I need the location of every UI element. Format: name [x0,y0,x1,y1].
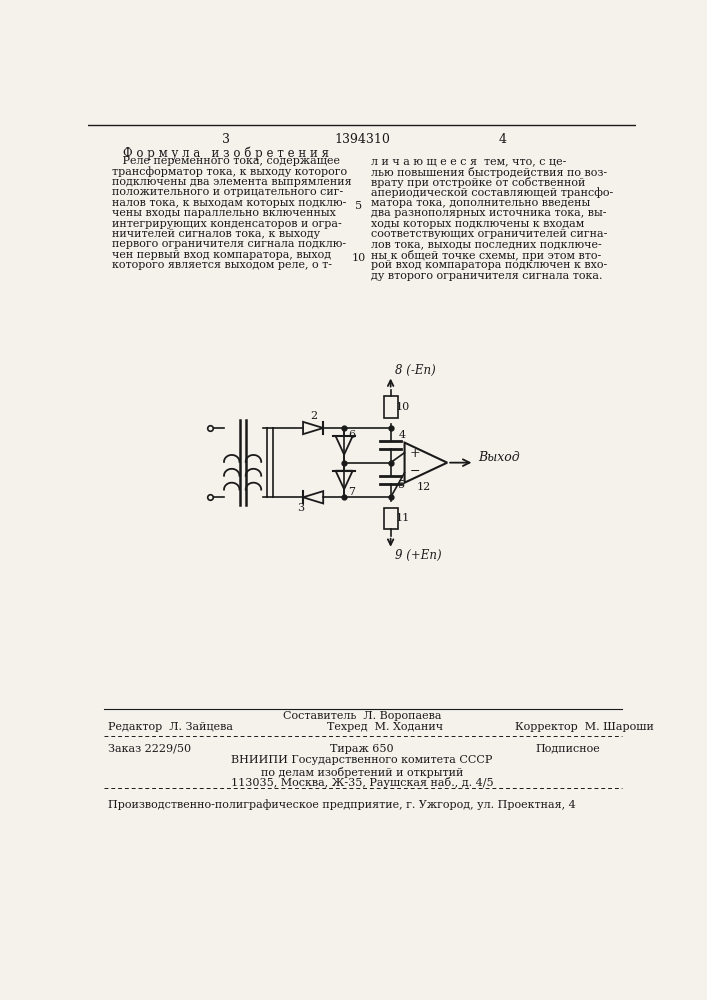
Text: ничителей сигналов тока, к выходу: ничителей сигналов тока, к выходу [112,229,320,239]
Text: 10: 10 [396,402,410,412]
Text: +: + [410,447,421,460]
Bar [384,396,397,418]
Text: 6: 6 [348,430,355,440]
Bar [384,508,397,529]
Text: матора тока, дополнительно введены: матора тока, дополнительно введены [371,198,590,208]
Text: налов тока, к выходам которых подклю-: налов тока, к выходам которых подклю- [112,198,346,208]
Text: апериодической составляющей трансфо-: апериодической составляющей трансфо- [371,187,614,198]
Text: −: − [410,465,421,478]
Text: ВНИИПИ Государственного комитета СССР: ВНИИПИ Государственного комитета СССР [231,755,493,765]
Text: чены входы параллельно включенных: чены входы параллельно включенных [112,208,336,218]
Text: 5: 5 [356,201,363,211]
Text: ходы которых подключены к входам: ходы которых подключены к входам [371,219,585,229]
Text: л и ч а ю щ е е с я  тем, что, с це-: л и ч а ю щ е е с я тем, что, с це- [371,156,566,166]
Text: ду второго ограничителя сигнала тока.: ду второго ограничителя сигнала тока. [371,271,603,281]
Text: 9 (+Еп): 9 (+Еп) [395,549,441,562]
Text: интегрирующих конденсаторов и огра-: интегрирующих конденсаторов и огра- [112,219,341,229]
Text: 5: 5 [398,480,406,490]
Text: Тираж 650: Тираж 650 [330,744,394,754]
Text: чен первый вход компаратора, выход: чен первый вход компаратора, выход [112,250,331,260]
Text: 113035, Москва, Ж-35, Раушская наб., д. 4/5: 113035, Москва, Ж-35, Раушская наб., д. … [230,777,493,788]
Text: Подписное: Подписное [535,744,600,754]
Text: лью повышения быстродействия по воз-: лью повышения быстродействия по воз- [371,167,607,178]
Text: 1394310: 1394310 [334,133,390,146]
Text: 4: 4 [398,430,406,440]
Text: Ф о р м у л а   и з о б р е т е н и я: Ф о р м у л а и з о б р е т е н и я [122,146,329,160]
Text: 11: 11 [396,513,410,523]
Text: соответствующих ограничителей сигна-: соответствующих ограничителей сигна- [371,229,607,239]
Text: первого ограничителя сигнала подклю-: первого ограничителя сигнала подклю- [112,239,346,249]
Text: по делам изобретений и открытий: по делам изобретений и открытий [261,767,463,778]
Text: 8 (-Еп): 8 (-Еп) [395,364,436,377]
Text: 12: 12 [417,482,431,492]
Text: 4: 4 [499,133,507,146]
Text: Корректор  М. Шароши: Корректор М. Шароши [515,722,653,732]
Text: Производственно-полиграфическое предприятие, г. Ужгород, ул. Проектная, 4: Производственно-полиграфическое предприя… [107,799,575,810]
Text: положительного и отрицательного сиг-: положительного и отрицательного сиг- [112,187,343,197]
Text: 2: 2 [310,411,317,421]
Text: 10: 10 [351,253,366,263]
Text: 7: 7 [348,487,355,497]
Text: ны к общей точке схемы, при этом вто-: ны к общей точке схемы, при этом вто- [371,250,602,261]
Text: которого является выходом реле, о т-: которого является выходом реле, о т- [112,260,332,270]
Text: подключены два элемента выпрямления: подключены два элемента выпрямления [112,177,351,187]
Text: Редактор  Л. Зайцева: Редактор Л. Зайцева [107,722,233,732]
Text: Выход: Выход [478,451,520,464]
Text: Составитель  Л. Воропаева: Составитель Л. Воропаева [283,711,441,721]
Text: Техред  М. Ходанич: Техред М. Ходанич [327,722,443,732]
Text: Заказ 2229/50: Заказ 2229/50 [107,744,191,754]
Text: два разнополярных источника тока, вы-: два разнополярных источника тока, вы- [371,208,607,218]
Text: трансформатор тока, к выходу которого: трансформатор тока, к выходу которого [112,167,346,177]
Text: Реле переменного тока, содержащее: Реле переменного тока, содержащее [112,156,339,166]
Text: 3: 3 [221,133,230,146]
Text: лов тока, выходы последних подключе-: лов тока, выходы последних подключе- [371,239,602,249]
Text: рой вход компаратора подключен к вхо-: рой вход компаратора подключен к вхо- [371,260,607,270]
Text: врату при отстройке от собственной: врату при отстройке от собственной [371,177,585,188]
Text: 3: 3 [298,503,305,513]
